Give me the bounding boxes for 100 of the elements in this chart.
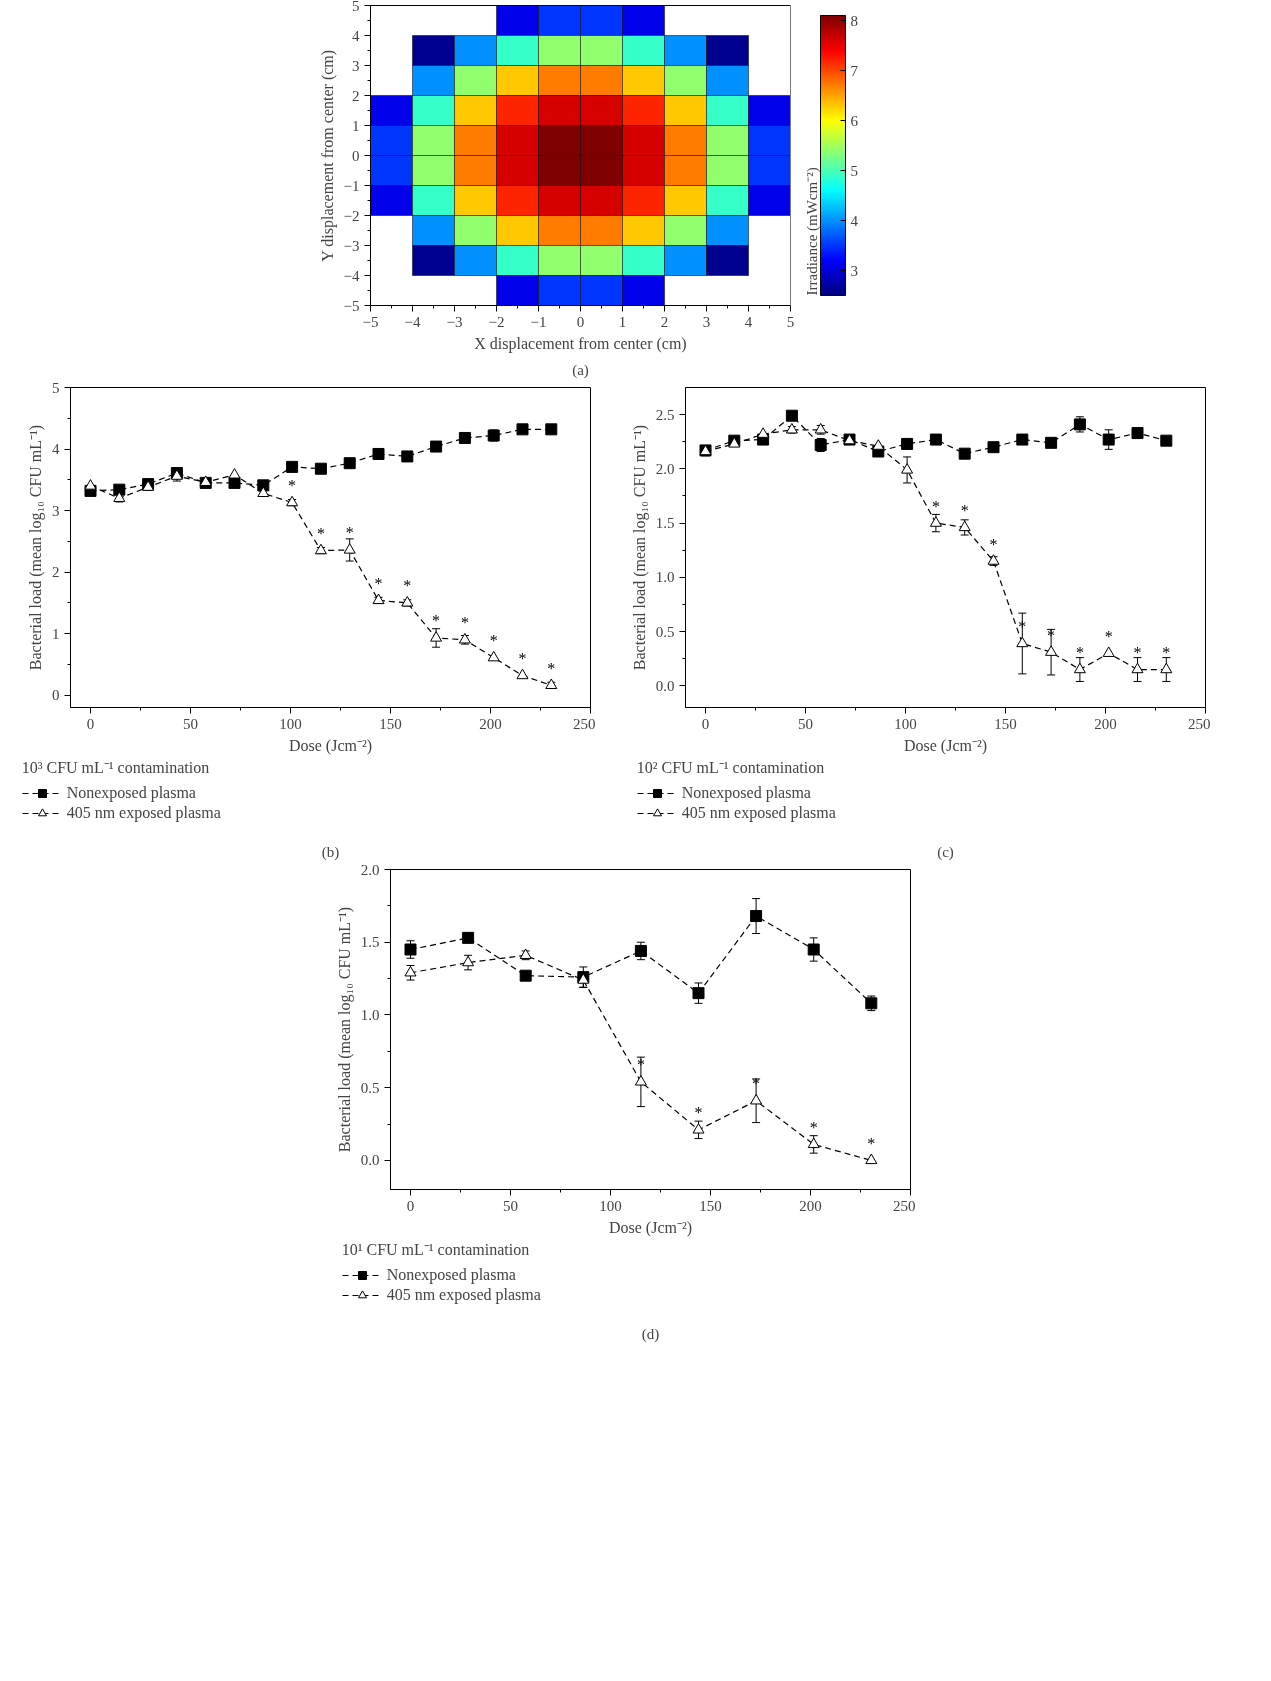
color-bar-label: 4 [850, 212, 859, 229]
y-tick-label: −5 [343, 297, 360, 314]
legend-label: Nonexposed plasma [681, 784, 811, 802]
y-tick-label: 0.5 [360, 1079, 380, 1096]
annotation: * [989, 535, 998, 553]
color-bar-label: 5 [850, 162, 858, 179]
y-tick-label: 0 [52, 687, 60, 704]
text: (a) [572, 361, 589, 379]
annotation: * [809, 1118, 818, 1136]
annotation: * [403, 577, 412, 595]
x-tick-label: 150 [699, 1197, 722, 1214]
x-tick-label: −1 [530, 313, 547, 330]
x-tick-label: 50 [183, 715, 198, 732]
y-tick-label: 1.0 [655, 569, 675, 586]
x-tick-label: 50 [798, 715, 813, 732]
x-tick-label: 250 [893, 1197, 916, 1214]
x-tick-label: 3 [702, 313, 711, 330]
legend-label: 405 nm exposed plasma [681, 804, 836, 822]
x-axis-title: X displacement from center (cm) [474, 334, 687, 353]
x-tick-label: 1 [618, 313, 627, 330]
annotation: * [1133, 644, 1142, 662]
legend-label: 405 nm exposed plasma [66, 804, 221, 822]
annotation: * [960, 501, 969, 519]
y-tick-label: 0.0 [360, 1152, 380, 1169]
x-tick-label: 150 [994, 715, 1017, 732]
color-bar-label: 7 [850, 62, 859, 79]
x-tick-label: 250 [1188, 715, 1211, 732]
annotation: * [345, 524, 354, 542]
x-tick-label: 0 [701, 715, 710, 732]
y-tick-label: 3 [52, 502, 60, 519]
y-axis-title: Bacterial load (mean log₁₀ CFU mL⁻¹) [335, 906, 354, 1153]
annotation: * [316, 525, 325, 543]
x-tick-label: 0 [576, 313, 585, 330]
annotation: * [1162, 644, 1171, 662]
x-tick-label: 5 [786, 313, 795, 330]
text: (c) [937, 843, 954, 861]
color-bar-label: 6 [850, 112, 859, 129]
y-tick-label: 4 [352, 27, 360, 44]
annotation: * [288, 477, 297, 495]
x-tick-label: 0 [406, 1197, 415, 1214]
x-tick-label: 200 [479, 715, 502, 732]
y-tick-label: 1.5 [655, 515, 675, 532]
x-tick-label: 100 [894, 715, 917, 732]
y-tick-label: 2.0 [360, 861, 380, 878]
y-tick-label: 1.0 [360, 1006, 380, 1023]
x-axis-title: Dose (Jcm⁻²) [903, 736, 988, 755]
y-tick-label: 5 [52, 379, 60, 396]
y-tick-label: −4 [343, 267, 360, 284]
annotation: * [694, 1104, 703, 1122]
y-tick-label: 2 [352, 87, 360, 104]
x-tick-label: 200 [799, 1197, 822, 1214]
text: (d) [641, 1325, 660, 1343]
y-tick-label: −3 [343, 237, 360, 254]
annotation: * [374, 574, 383, 592]
legend-label: Nonexposed plasma [66, 784, 196, 802]
y-axis-title: Bacterial load (mean log₁₀ CFU mL⁻¹) [630, 424, 649, 671]
color-bar-title: Irradiance (mWcm⁻²) [803, 167, 821, 296]
annotation: * [518, 650, 527, 667]
x-tick-label: 150 [379, 715, 402, 732]
y-axis-title: Y displacement from center (cm) [318, 49, 337, 262]
legend-title: 10³ CFU mL⁻¹ contamination [21, 758, 211, 778]
y-tick-label: 1 [52, 625, 60, 642]
x-tick-label: 100 [599, 1197, 622, 1214]
color-bar-label: 8 [850, 12, 858, 29]
color-bar-label: 3 [850, 262, 858, 279]
x-tick-label: 50 [503, 1197, 518, 1214]
x-tick-label: −4 [404, 313, 421, 330]
annotation: * [1075, 644, 1084, 662]
annotation: * [432, 612, 441, 630]
y-tick-label: 4 [52, 441, 60, 458]
x-tick-label: 0 [86, 715, 95, 732]
x-tick-label: −2 [488, 313, 505, 330]
annotation: * [867, 1134, 876, 1152]
y-tick-label: 0.0 [655, 677, 675, 694]
x-axis-title: Dose (Jcm⁻²) [608, 1218, 693, 1237]
y-tick-label: 2.5 [655, 406, 675, 423]
annotation: * [489, 632, 498, 650]
y-tick-label: −1 [343, 177, 360, 194]
legend-label: Nonexposed plasma [386, 1266, 516, 1284]
y-tick-label: 2.0 [655, 460, 675, 477]
x-tick-label: 250 [573, 715, 596, 732]
y-tick-label: 0 [352, 147, 360, 164]
y-tick-label: −2 [343, 207, 360, 224]
y-tick-label: 5 [352, 0, 360, 14]
legend-title: 10¹ CFU mL⁻¹ contamination [341, 1240, 531, 1260]
annotation: * [1104, 627, 1113, 645]
y-tick-label: 0.5 [655, 623, 675, 640]
annotation: * [547, 659, 556, 677]
annotation: * [931, 497, 940, 515]
y-tick-label: 2 [52, 564, 60, 581]
text: (b) [321, 843, 340, 861]
x-tick-label: 4 [744, 313, 753, 330]
x-tick-label: 100 [279, 715, 302, 732]
y-axis-title: Bacterial load (mean log₁₀ CFU mL⁻¹) [27, 424, 45, 671]
x-axis-title: Dose (Jcm⁻²) [288, 736, 373, 755]
x-tick-label: −3 [446, 313, 463, 330]
y-tick-label: 1 [352, 117, 360, 134]
y-tick-label: 1.5 [360, 934, 380, 951]
legend-title: 10² CFU mL⁻¹ contamination [636, 758, 826, 778]
x-tick-label: 200 [1094, 715, 1117, 732]
